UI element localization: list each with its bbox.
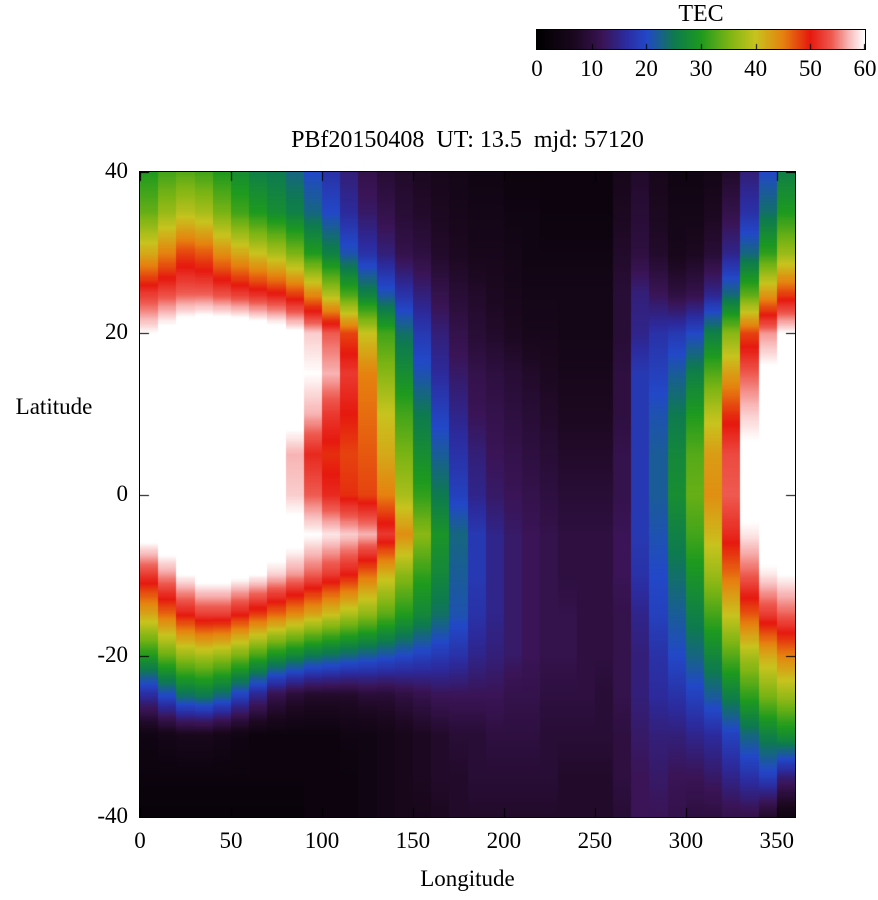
- x-tick-label: 50: [219, 828, 243, 853]
- plot-title: PBf20150408 UT: 13.5 mjd: 57120: [291, 127, 644, 153]
- x-tick-label: 0: [134, 828, 146, 853]
- y-axis-label: Latitude: [15, 394, 93, 419]
- y-tick-label: 40: [105, 158, 128, 183]
- colorbar-tick-label: 30: [689, 56, 713, 81]
- colorbar-tick-label: 60: [853, 56, 877, 81]
- x-tick-label: 100: [304, 828, 340, 853]
- x-tick-label: 150: [395, 828, 431, 853]
- x-tick-label: 300: [668, 828, 704, 853]
- y-tick-label: -40: [97, 803, 128, 828]
- x-tick-label: 250: [577, 828, 613, 853]
- colorbar-title: TEC: [678, 1, 724, 27]
- plot-border: [139, 171, 796, 818]
- heatmap-canvas: [140, 172, 795, 817]
- colorbar-tick-label: 10: [580, 56, 604, 81]
- colorbar-tick-label: 50: [798, 56, 822, 81]
- colorbar-tick-label: 20: [634, 56, 658, 81]
- colorbar-tick-label: 0: [531, 56, 543, 81]
- colorbar-gradient: [537, 30, 865, 49]
- colorbar-frame: [536, 29, 866, 50]
- x-tick-label: 350: [759, 828, 795, 853]
- y-tick-label: 0: [116, 480, 129, 506]
- y-tick-label: -20: [97, 641, 128, 667]
- x-axis-label: Longitude: [420, 866, 515, 891]
- x-tick-label: 200: [486, 828, 522, 853]
- colorbar-tick-label: 40: [744, 56, 768, 81]
- y-tick-label: 20: [105, 319, 128, 345]
